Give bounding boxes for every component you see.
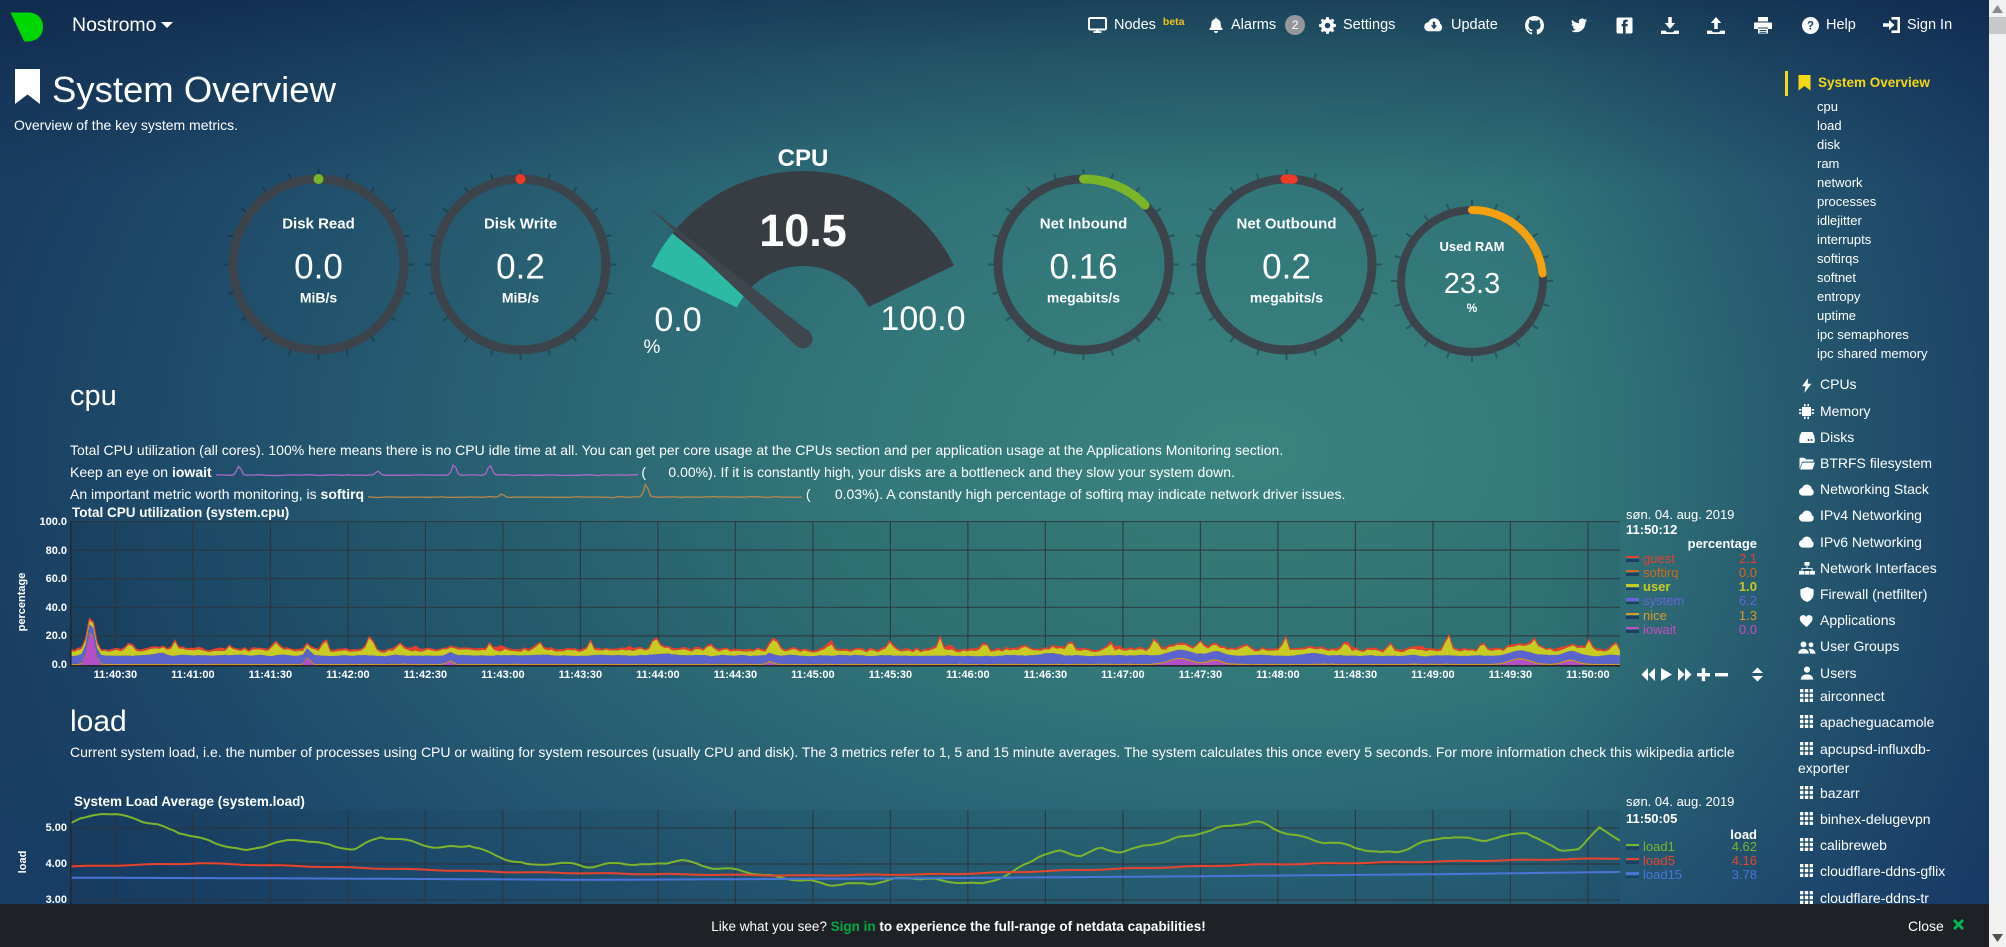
svg-text:10.5: 10.5 <box>759 205 847 256</box>
svg-text:Disk Read: Disk Read <box>282 215 355 232</box>
svg-text:0.16: 0.16 <box>1049 247 1117 286</box>
svg-text:100.0: 100.0 <box>880 300 965 338</box>
svg-text:23.3: 23.3 <box>1444 268 1500 300</box>
svg-text:?: ? <box>1807 20 1814 32</box>
svg-text:megabits/s: megabits/s <box>1046 289 1119 305</box>
svg-text:MiB/s: MiB/s <box>299 289 337 305</box>
svg-text:0.0: 0.0 <box>654 301 701 339</box>
svg-text:MiB/s: MiB/s <box>501 289 539 305</box>
svg-text:0.2: 0.2 <box>496 247 545 286</box>
svg-text:megabits/s: megabits/s <box>1249 289 1322 305</box>
svg-text:0.0: 0.0 <box>294 247 343 286</box>
svg-text:%: % <box>644 337 661 358</box>
svg-text:Disk Write: Disk Write <box>483 215 556 232</box>
svg-text:Used RAM: Used RAM <box>1439 239 1504 254</box>
svg-text:%: % <box>1467 301 1478 315</box>
svg-text:Net Inbound: Net Inbound <box>1039 215 1126 232</box>
svg-text:Net Outbound: Net Outbound <box>1236 215 1336 232</box>
svg-text:CPU: CPU <box>778 145 829 172</box>
svg-text:0.2: 0.2 <box>1262 247 1311 286</box>
